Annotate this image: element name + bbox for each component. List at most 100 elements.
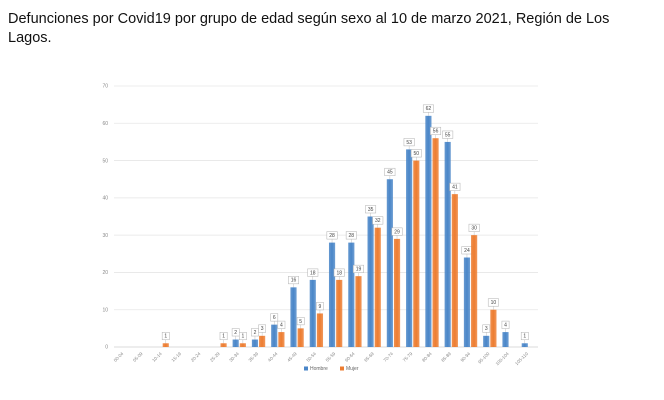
y-tick-label: 50	[102, 158, 108, 164]
y-tick-label: 30	[102, 233, 108, 239]
data-label: 9	[319, 304, 322, 310]
bar-hombre-55-59	[328, 242, 336, 347]
data-label: 1	[523, 334, 526, 340]
bar-mujer-35-39	[259, 335, 266, 347]
data-label: 18	[336, 270, 342, 276]
data-label: 1	[164, 334, 167, 340]
bar-mujer-70-74	[393, 238, 401, 347]
data-label: 41	[452, 185, 458, 191]
x-tick-label: 55-59	[325, 351, 337, 363]
data-label: 55	[445, 132, 451, 138]
y-tick-label: 40	[102, 196, 108, 202]
x-tick-label: 70-74	[382, 351, 394, 363]
data-label-box	[288, 276, 299, 285]
bar-hombre-80-84	[425, 115, 432, 347]
x-tick-label: 15-19	[170, 351, 182, 363]
x-tick-label: 20-24	[190, 351, 202, 363]
data-label: 2	[234, 330, 237, 336]
data-label: 6	[273, 315, 276, 321]
data-label: 4	[280, 322, 283, 328]
x-tick-label: 25-29	[209, 351, 221, 363]
x-tick-label: 05-09	[132, 351, 144, 363]
data-label: 45	[387, 170, 393, 176]
bar-hombre-105-110	[521, 343, 528, 347]
bar-hombre-50-54	[309, 279, 316, 347]
data-label: 30	[471, 226, 477, 232]
x-tick-label: 40-44	[267, 351, 279, 363]
legend-label-mujer: Mujer	[346, 366, 359, 372]
data-label: 4	[504, 322, 507, 328]
y-tick-label: 0	[105, 345, 108, 351]
data-label: 28	[329, 233, 335, 239]
data-label: 16	[291, 278, 297, 284]
x-tick-label: 30-34	[228, 351, 240, 363]
x-tick-label: 45-49	[286, 351, 298, 363]
x-tick-label: 100-104	[495, 351, 511, 367]
bar-mujer-45-49	[297, 328, 304, 347]
data-label: 24	[464, 248, 470, 254]
bar-hombre-30-34	[232, 339, 239, 347]
bar-hombre-70-74	[386, 179, 393, 347]
data-label-box	[277, 320, 286, 329]
data-label: 29	[394, 229, 400, 235]
data-label: 56	[433, 129, 439, 135]
bar-chart: 0 10 20 30 40 50 60 70 00-04 05-09 1 10-14 15-19 20-2…	[102, 84, 538, 372]
x-tick-label: 90-94	[460, 351, 472, 363]
bar-mujer-90-94	[471, 235, 478, 347]
data-label: 18	[310, 270, 316, 276]
bar-hombre-40-44	[271, 324, 278, 347]
bar-mujer-80-84	[432, 138, 439, 347]
data-label: 50	[414, 151, 420, 157]
y-tick-label: 70	[102, 84, 108, 90]
bar-mujer-50-54	[316, 313, 324, 347]
data-label: 35	[368, 207, 374, 213]
bar-hombre-100-104	[502, 332, 509, 347]
data-label-box	[422, 104, 434, 113]
x-tick-label: 105-110	[514, 351, 529, 366]
data-label: 2	[254, 330, 257, 336]
bar-hombre-60-64	[348, 242, 355, 347]
x-tick-label: 80-84	[421, 351, 433, 363]
data-label: 53	[406, 140, 412, 146]
data-label: 10	[491, 300, 497, 306]
bar-mujer-65-69	[374, 227, 381, 347]
bar-mujer-60-64	[355, 276, 362, 347]
legend-swatch-mujer	[340, 366, 344, 371]
bar-hombre-75-79	[406, 149, 413, 347]
bar-mujer-30-34	[239, 343, 246, 347]
bar-mujer-25-29	[220, 343, 227, 347]
chart-heading: Defunciones por Covid19 por grupo de eda…	[8, 11, 610, 46]
legend-label-hombre: Hombre	[310, 366, 328, 372]
x-tick-label: 85-89	[440, 351, 452, 363]
x-tick-label: 65-69	[363, 351, 375, 363]
data-label: 28	[349, 233, 355, 239]
x-tick-label: 75-79	[402, 351, 414, 363]
y-tick-label: 20	[102, 270, 108, 276]
data-label: 1	[222, 334, 225, 340]
data-label-box	[501, 320, 510, 329]
x-tick-label: 35-39	[248, 351, 260, 363]
bar-hombre-45-49	[290, 287, 297, 347]
legend-swatch-hombre	[304, 366, 308, 371]
data-label: 3	[261, 326, 264, 332]
y-tick-label: 10	[102, 307, 108, 313]
bar-mujer-85-89	[451, 194, 458, 347]
bar-hombre-35-39	[251, 339, 259, 347]
data-label: 1	[241, 334, 244, 340]
data-label: 32	[375, 218, 381, 224]
data-label: 62	[426, 106, 432, 112]
x-tick-label: 10-14	[151, 351, 163, 363]
bar-hombre-65-69	[367, 216, 374, 347]
bar-mujer-55-59	[336, 279, 343, 347]
bar-mujer-75-79	[413, 160, 420, 347]
bar-mujer-40-44	[278, 332, 285, 347]
bar-hombre-85-89	[444, 141, 451, 347]
x-tick-label: 00-04	[113, 351, 125, 363]
bar-hombre-95-100	[483, 335, 490, 347]
x-tick-label: 95-100	[477, 351, 491, 365]
data-label: 5	[299, 319, 302, 325]
y-tick-label: 60	[102, 121, 108, 127]
data-label: 19	[356, 267, 362, 273]
data-label: 3	[485, 326, 488, 332]
x-tick-label: 60-64	[344, 351, 356, 363]
